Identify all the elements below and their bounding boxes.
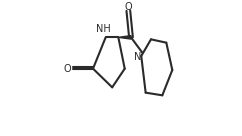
Text: O: O bbox=[125, 2, 132, 12]
Text: NH: NH bbox=[96, 24, 111, 34]
Text: O: O bbox=[63, 64, 71, 74]
Text: N: N bbox=[134, 52, 142, 62]
Polygon shape bbox=[118, 36, 131, 39]
